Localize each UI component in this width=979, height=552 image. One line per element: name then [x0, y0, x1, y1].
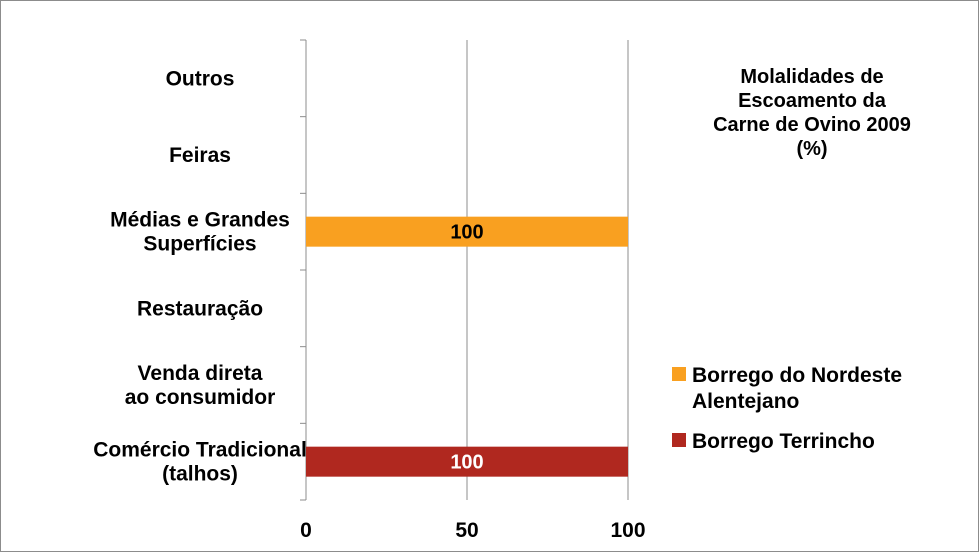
category-label: Superfícies — [143, 233, 256, 256]
category-label: Outros — [166, 67, 235, 90]
category-label: Comércio Tradicional — [93, 439, 307, 462]
chart-title: Carne de Ovino 2009 — [713, 114, 911, 136]
chart-title: (%) — [796, 138, 827, 160]
data-label: 100 — [450, 222, 483, 244]
category-label: Restauração — [137, 297, 263, 320]
category-label: Médias e Grandes — [110, 209, 290, 232]
legend-label: Borrego do Nordeste — [692, 364, 902, 387]
legend-swatch — [672, 433, 686, 447]
x-tick-label: 100 — [610, 519, 645, 542]
data-label: 100 — [450, 452, 483, 474]
x-tick-label: 0 — [300, 519, 312, 542]
bar — [306, 216, 628, 247]
bar — [306, 446, 628, 477]
chart-title: Molalidades de — [740, 66, 883, 88]
legend-label: Borrego Terrincho — [692, 430, 875, 453]
category-label: Venda direta — [138, 362, 263, 385]
category-label: Feiras — [169, 144, 231, 167]
chart-title: Escoamento da — [738, 90, 887, 112]
category-label: ao consumidor — [125, 386, 276, 409]
category-label: (talhos) — [162, 463, 238, 486]
legend-label: Alentejano — [692, 390, 799, 413]
legend-swatch — [672, 367, 686, 381]
x-tick-label: 50 — [455, 519, 478, 542]
